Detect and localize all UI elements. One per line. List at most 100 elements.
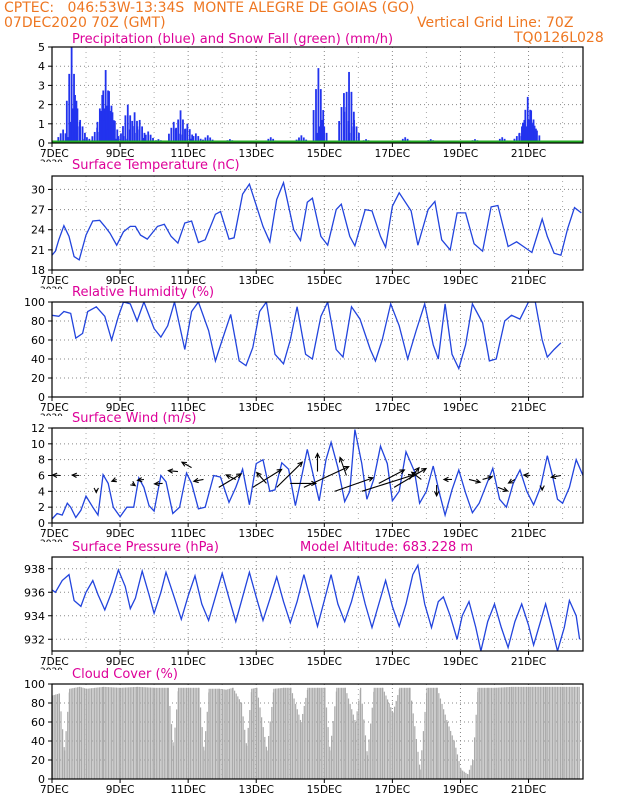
cloud-bar xyxy=(194,687,196,779)
precip-bar xyxy=(533,125,536,143)
cloud-bar xyxy=(460,769,462,779)
cloud-bar xyxy=(528,686,530,779)
cloud-bar xyxy=(322,687,324,779)
precip-bar xyxy=(81,126,84,143)
cloud-bar xyxy=(86,688,88,779)
cloud-bar xyxy=(378,687,380,779)
x-tick-label: 17DEC xyxy=(375,784,410,796)
y-tick-label: 5 xyxy=(38,41,45,54)
cloud-bar xyxy=(436,687,438,779)
cloud-bar xyxy=(70,688,72,779)
cloud-bar xyxy=(283,687,285,779)
precip-bar xyxy=(184,129,186,143)
wind-vector xyxy=(551,474,561,478)
cloud-bar xyxy=(285,687,287,779)
cloud-bar xyxy=(296,709,298,779)
cloud-bar xyxy=(158,687,161,779)
precip-bar xyxy=(112,120,115,143)
panel-frame xyxy=(51,301,584,398)
cloud-bar xyxy=(79,686,81,779)
precip-bar xyxy=(530,110,533,143)
year-label-mask xyxy=(38,416,78,424)
wind-vector-head xyxy=(136,477,143,483)
cloud-bar xyxy=(492,687,494,779)
x-tick-label: 7DEC xyxy=(40,528,69,540)
cloud-bar xyxy=(465,772,467,779)
plot-area xyxy=(52,47,583,143)
y-tick-label: 80 xyxy=(31,315,45,328)
cloud-bar xyxy=(521,686,523,779)
cloud-bar xyxy=(392,712,394,779)
precip-bar xyxy=(192,136,195,143)
cloud-bar xyxy=(511,686,513,779)
cloud-bar xyxy=(408,687,410,779)
cloud-bar xyxy=(56,694,58,779)
y-tick-label: 20 xyxy=(31,754,45,767)
cloud-bar xyxy=(446,719,448,779)
x-tick-label: 13DEC xyxy=(239,402,274,414)
cloud-bar xyxy=(542,686,545,779)
wind-vector xyxy=(276,461,303,488)
cloud-bar xyxy=(179,687,181,779)
cloud-bar xyxy=(317,687,319,779)
cloud-bar xyxy=(77,687,79,779)
wind-series-line xyxy=(52,429,583,520)
cloud-bar xyxy=(527,686,529,779)
precip-bar xyxy=(300,135,303,143)
cloud-bar xyxy=(278,688,280,779)
x-tick-label: 15DEC xyxy=(307,275,342,287)
cloud-bar xyxy=(305,697,307,779)
precip-bar xyxy=(74,95,76,143)
cloud-bar xyxy=(112,687,114,779)
cloud-bar xyxy=(174,727,176,779)
precip-bar xyxy=(101,95,104,143)
panel-annotation: Model Altitude: 683.228 m xyxy=(300,540,473,555)
cloud-bar xyxy=(129,687,131,779)
precip-bar xyxy=(538,135,541,143)
precip-bar xyxy=(348,71,350,143)
vertical-grid-note: Vertical Grid Line: 70Z xyxy=(417,15,574,31)
cloud-bar xyxy=(78,686,80,779)
cloud-bar xyxy=(446,722,449,779)
wind-vector xyxy=(218,473,242,488)
cloud-bar xyxy=(166,687,169,779)
precip-bar xyxy=(113,120,116,143)
cloud-bar xyxy=(346,693,348,779)
cloud-bar xyxy=(334,706,336,779)
precip-bar xyxy=(147,131,150,143)
wind-vector-head xyxy=(256,471,262,478)
wind-vector-head xyxy=(297,461,304,468)
precip-bar xyxy=(75,100,78,143)
x-tick-label: 15DEC xyxy=(307,656,342,668)
precip-bar xyxy=(74,132,77,143)
cloud-bar xyxy=(490,687,493,779)
cloud-bar xyxy=(568,686,571,779)
cloud-bar xyxy=(201,727,203,779)
precip-bar xyxy=(320,119,323,143)
precip-bar xyxy=(103,120,106,143)
cloud-bar xyxy=(184,687,186,779)
cloud-bar xyxy=(140,687,142,779)
cloud-bar xyxy=(53,694,55,779)
precip-bar xyxy=(76,126,79,143)
cloud-bar xyxy=(65,731,67,779)
cloud-bar xyxy=(121,687,123,779)
cloud-bar xyxy=(228,688,230,779)
precip-bar xyxy=(64,133,67,143)
cloud-bar xyxy=(128,687,130,779)
cloud-bar xyxy=(409,687,411,779)
precip-bar xyxy=(302,137,305,143)
panel-frame xyxy=(51,427,584,524)
y-tick-label: 21 xyxy=(31,244,45,257)
cloud-bar xyxy=(402,687,404,779)
cloud-bar xyxy=(55,694,57,779)
cloud-bar xyxy=(89,688,91,779)
cloud-bar xyxy=(451,735,453,779)
cloud-bar xyxy=(282,687,285,779)
cloud-bar xyxy=(192,687,195,779)
cloud-bar xyxy=(114,687,116,779)
precip-bar xyxy=(529,109,532,143)
wind-vector-head xyxy=(276,468,283,474)
cloud-bar xyxy=(534,686,537,779)
wind-vector xyxy=(303,466,349,488)
